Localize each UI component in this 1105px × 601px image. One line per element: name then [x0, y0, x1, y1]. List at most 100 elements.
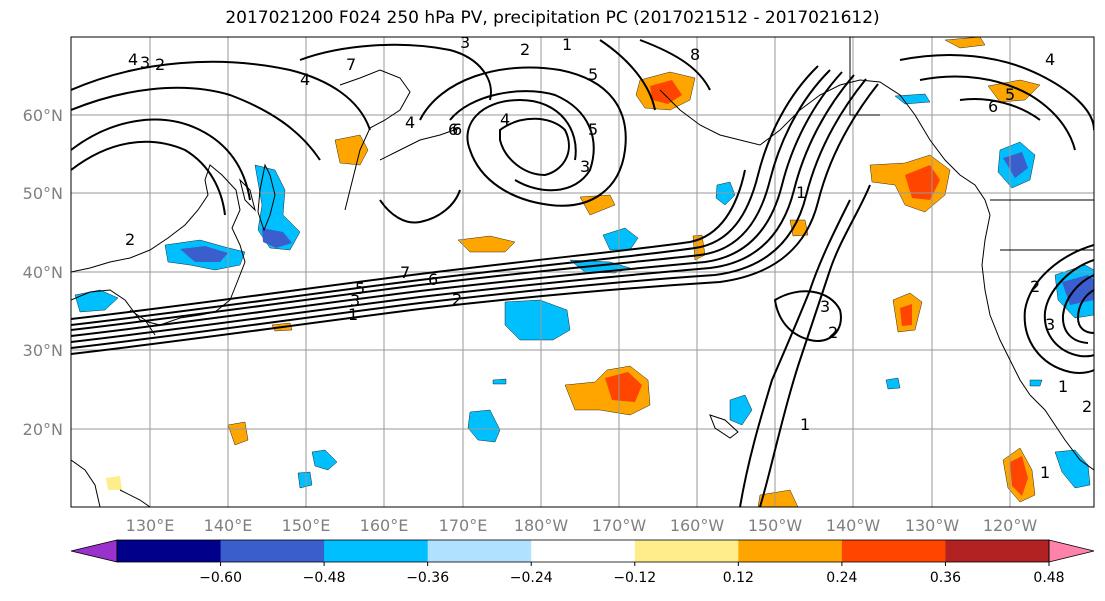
colorbar-tick-label: −0.48 [303, 570, 346, 586]
precip-blob [944, 37, 986, 49]
colorbar-tick-label: 0.36 [930, 570, 961, 586]
contour-label: 2 [155, 55, 165, 74]
precip-blob [467, 409, 501, 443]
precip-blob [894, 93, 931, 105]
colorbar-outline [116, 539, 1050, 563]
precip-blob [106, 476, 122, 490]
contour-label: 8 [690, 45, 700, 64]
lon-label: 160°E [360, 516, 409, 535]
colorbar-segment [945, 540, 1050, 562]
precip-blob [297, 471, 313, 489]
contour-label: 2 [1030, 277, 1040, 296]
graticule [71, 37, 1094, 507]
lon-label: 130°W [905, 516, 960, 535]
map-frame [70, 36, 1095, 508]
lon-label: 120°W [983, 516, 1038, 535]
contour-label: 2 [520, 40, 530, 59]
precip-blob [492, 378, 507, 385]
lon-label: 170°W [592, 516, 647, 535]
precip-blob [900, 304, 912, 326]
contour-label: 1 [348, 305, 358, 324]
lat-label: 20°N [23, 420, 63, 439]
contour-label: 3 [350, 291, 360, 310]
precip-blob [905, 165, 940, 200]
colorbar-extend-low [70, 539, 118, 563]
contour-label: 5 [355, 279, 365, 298]
precip-blob [987, 79, 1041, 103]
contour-label: 3 [820, 297, 830, 316]
contour-label: 6 [452, 120, 462, 139]
latitude-labels: 60°N 50°N 40°N 30°N 20°N [23, 106, 63, 439]
lon-label: 140°E [204, 516, 253, 535]
colorbar-tick-label: 0.48 [1033, 570, 1064, 586]
lon-label: 130°E [126, 516, 175, 535]
contour-label: 3 [140, 53, 150, 72]
contour-label: 1 [562, 35, 572, 54]
map-title: 2017021200 F024 250 hPa PV, precipitatio… [225, 8, 880, 28]
contour-label: 1 [796, 183, 806, 202]
contour-label: 5 [1005, 85, 1015, 104]
lon-label: 150°E [282, 516, 331, 535]
precip-blob [602, 227, 639, 251]
lat-label: 60°N [23, 106, 63, 125]
contour-label: 7 [400, 263, 410, 282]
precip-blob [605, 372, 642, 402]
colorbar-tick-label: 0.12 [723, 570, 754, 586]
contour-label: 2 [452, 290, 462, 309]
contour-label: 6 [448, 120, 458, 139]
precip-blob [729, 394, 753, 426]
colorbar-segment [324, 540, 429, 562]
contour-label: 4 [500, 110, 510, 129]
lon-label: 180°W [514, 516, 569, 535]
contour-label: 4 [300, 70, 310, 89]
contour-label: 2 [1082, 397, 1092, 416]
colorbar-tick-label: −0.60 [199, 570, 242, 586]
colorbar-extend-high [1048, 539, 1095, 563]
contour-label: 5 [588, 120, 598, 139]
contour-labels: 7 6 5 4 3 2 1 1 2 3 4 5 6 7 1 2 3 1 2 3 … [125, 33, 1092, 482]
contour-label: 6 [988, 97, 998, 116]
precip-blob [457, 235, 516, 253]
precip-blob [74, 289, 119, 313]
lat-label: 40°N [23, 263, 63, 282]
precip-blob [1029, 379, 1043, 387]
colorbar-segment [738, 540, 843, 562]
colorbar-tick-label: −0.12 [613, 570, 656, 586]
colorbar-segment [531, 540, 636, 562]
colorbar-segment [841, 540, 946, 562]
lon-label: 170°E [439, 516, 488, 535]
contour-label: 4 [1045, 50, 1055, 69]
contour-label: 6 [428, 270, 438, 289]
contour-label: 2 [828, 323, 838, 342]
contour-label: 3 [580, 157, 590, 176]
precip-blob [650, 80, 682, 104]
colorbar-segment [634, 540, 739, 562]
precipitation-shading [74, 37, 1094, 507]
lat-label: 30°N [23, 341, 63, 360]
precip-blob [1054, 449, 1091, 489]
colorbar-tick-label: 0.24 [826, 570, 857, 586]
longitude-labels: 130°E 140°E 150°E 160°E 170°E 180°W 170°… [126, 516, 1038, 535]
colorbar: −0.60 −0.48 −0.36 −0.24 −0.12 0.12 0.24 0.36 0.4… [70, 539, 1095, 586]
colorbar-tick-label: −0.24 [510, 570, 553, 586]
precip-blob [227, 421, 249, 446]
lon-label: 140°W [826, 516, 881, 535]
lon-label: 150°W [748, 516, 803, 535]
precip-blob [504, 299, 571, 341]
pv-contours [71, 39, 1094, 507]
lat-label: 50°N [23, 184, 63, 203]
precip-blob [334, 134, 369, 166]
precip-blob [1010, 456, 1028, 496]
contour-label: 4 [405, 113, 415, 132]
contour-label: 1 [800, 415, 810, 434]
contour-label: 7 [346, 55, 356, 74]
contour-label: 3 [1045, 315, 1055, 334]
precip-blob [885, 377, 901, 390]
precip-blob [1003, 152, 1028, 178]
colorbar-segment [220, 540, 325, 562]
colorbar-segment [117, 540, 222, 562]
precip-blob [311, 449, 338, 471]
precip-blob [757, 489, 799, 507]
colorbar-segment [427, 540, 532, 562]
